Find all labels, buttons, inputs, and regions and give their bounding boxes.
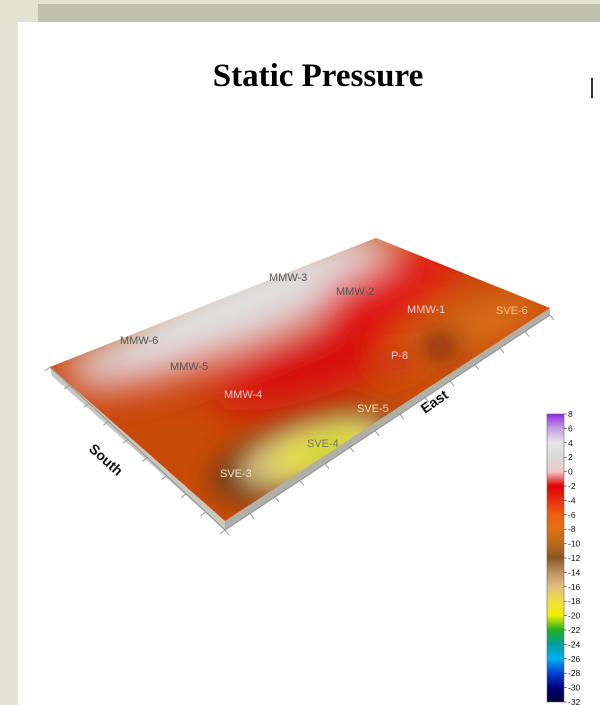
top-band	[38, 4, 600, 22]
ticks-east	[224, 314, 555, 536]
well-label-mmw-3: MMW-3	[269, 272, 307, 284]
well-label-sve-4: SVE-4	[307, 438, 339, 450]
axis-left-edge	[49, 366, 226, 531]
color-legend: 8 6 4 2 0 -2 -4 -6 -8 -10 -12 -14 -16 -18 -20 -22 -24 -26…	[546, 409, 581, 705]
tick-south	[103, 420, 109, 426]
axis-right-edge	[224, 314, 551, 531]
well-label-mmw-1: MMW-1	[407, 304, 445, 316]
color-scale-tick-label: -16	[568, 582, 581, 592]
tick-east	[324, 463, 330, 470]
color-scale-tick-label: -22	[568, 625, 581, 635]
color-scale-tick-label: -32	[568, 697, 581, 705]
tick-south	[64, 384, 70, 390]
ticks-south	[44, 366, 226, 535]
tick-east	[249, 513, 255, 519]
tick-south	[161, 475, 167, 481]
color-scale-tick-label: 8	[568, 409, 573, 419]
tick-east	[349, 446, 355, 453]
well-label-mmw-2: MMW-2	[336, 286, 374, 298]
tick-east	[374, 430, 380, 437]
well-label-sve-5: SVE-5	[357, 403, 389, 415]
color-scale-tick-label: -12	[568, 553, 581, 563]
tick-south	[83, 402, 90, 408]
well-labels: MMW-3 MMW-2 MMW-1 SVE-6 MMW-6 MMW-5 P-8 …	[120, 272, 528, 480]
tick-east	[549, 314, 555, 321]
tick-east	[449, 380, 455, 387]
color-scale-tick-label: 2	[568, 452, 573, 462]
text-cursor	[591, 78, 593, 98]
color-scale-tick-label: -30	[568, 683, 581, 693]
color-scale-tick-label: -14	[568, 567, 581, 577]
tick-east	[524, 331, 530, 337]
color-scale-bar	[546, 413, 565, 703]
tick-south	[44, 366, 51, 372]
color-scale-tick-label: -26	[568, 654, 581, 664]
tick-east	[424, 397, 430, 404]
color-scale-tick-label: -20	[568, 611, 581, 621]
tick-east	[274, 496, 280, 503]
well-label-sve-3: SVE-3	[220, 468, 252, 480]
color-scale-tick-label: -18	[568, 596, 581, 606]
tick-east	[224, 529, 230, 536]
color-scale-tick-label: 4	[568, 438, 573, 448]
color-scale-tick-label: -2	[568, 481, 576, 491]
pressure-surface	[50, 238, 550, 521]
tick-east	[299, 480, 305, 486]
tick-east	[474, 364, 480, 370]
color-scale-tick-label: -24	[568, 639, 581, 649]
surface-edge-right	[225, 308, 550, 530]
color-scale-tick-label: -8	[568, 524, 576, 534]
well-label-sve-6: SVE-6	[496, 305, 528, 317]
tick-east	[399, 413, 405, 420]
well-label-p-8: P-8	[391, 350, 408, 362]
color-scale-tick-label: 0	[568, 467, 573, 477]
tick-south	[141, 457, 148, 462]
color-scale-tick-label: -10	[568, 539, 581, 549]
axis-label-south: South	[86, 440, 126, 478]
well-label-mmw-6: MMW-6	[120, 335, 158, 347]
color-scale-tick-label: 6	[568, 423, 573, 433]
tick-south	[180, 493, 187, 499]
well-label-mmw-4: MMW-4	[224, 389, 262, 401]
tick-south	[200, 511, 206, 517]
color-scale-tick-label: -6	[568, 510, 576, 520]
color-scale-tick-label: -28	[568, 668, 581, 678]
chart-title: Static Pressure	[212, 58, 424, 94]
tick-south	[219, 529, 226, 535]
well-label-mmw-5: MMW-5	[170, 361, 208, 373]
tick-east	[499, 347, 505, 354]
tick-south	[122, 439, 129, 444]
color-scale-tick-label: -4	[568, 495, 576, 505]
